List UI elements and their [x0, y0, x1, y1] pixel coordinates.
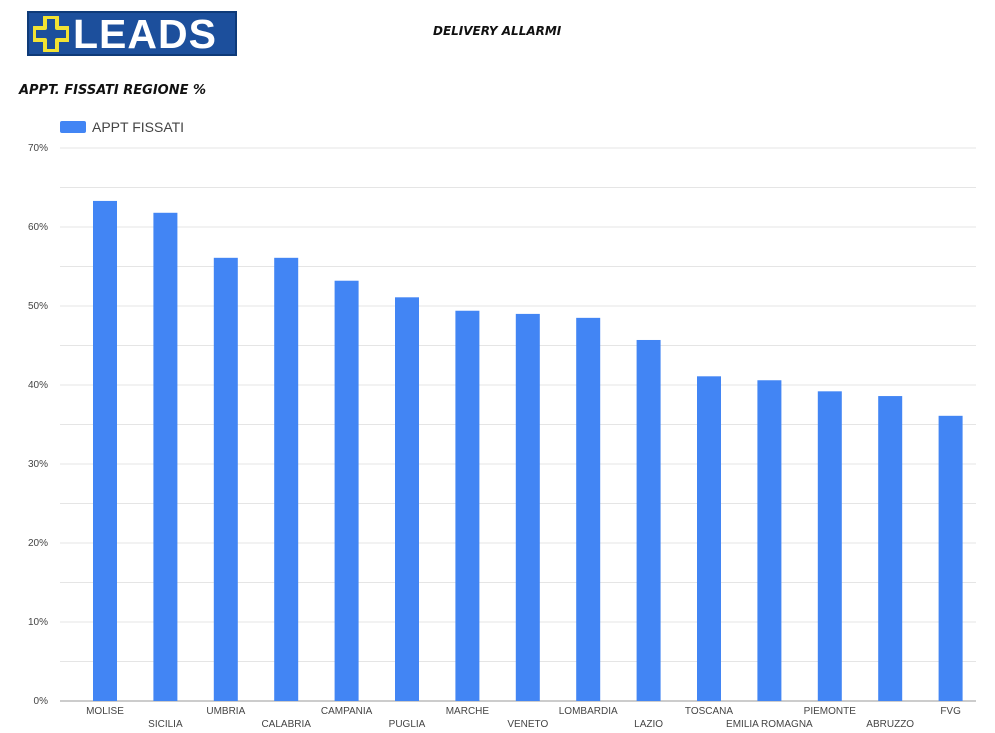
y-tick-label: 30% — [28, 459, 48, 470]
legend-label: APPT FISSATI — [92, 119, 185, 135]
y-tick-label: 40% — [28, 380, 48, 391]
chart-legend: APPT FISSATI — [60, 119, 184, 135]
x-tick-label: MARCHE — [446, 706, 490, 717]
x-tick-label: PUGLIA — [389, 719, 426, 730]
y-tick-label: 10% — [28, 617, 48, 628]
x-tick-label: PIEMONTE — [804, 706, 857, 717]
chart-title: APPT. FISSATI REGIONE % — [19, 83, 207, 98]
page-title: DELIVERY ALLARMI — [433, 24, 562, 38]
bar — [697, 376, 721, 701]
x-tick-label: LOMBARDIA — [559, 706, 618, 717]
bar — [334, 280, 359, 701]
bar — [274, 257, 299, 701]
x-tick-label: CAMPANIA — [321, 706, 373, 717]
bar — [636, 339, 661, 701]
x-tick-label: EMILIA ROMAGNA — [726, 719, 813, 730]
bar — [93, 200, 117, 701]
bar — [757, 380, 782, 701]
x-tick-label: SICILIA — [148, 719, 183, 730]
x-tick-label: UMBRIA — [206, 706, 245, 717]
y-tick-label: 0% — [34, 696, 49, 707]
logo-text: LEADS — [73, 11, 217, 57]
bar — [878, 396, 903, 701]
x-tick-label: LAZIO — [634, 719, 663, 730]
bar — [213, 257, 238, 701]
x-tick-label: TOSCANA — [685, 706, 733, 717]
y-tick-label: 50% — [28, 301, 48, 312]
leads-logo: LEADS — [27, 11, 237, 56]
bar — [515, 313, 540, 701]
bar — [455, 310, 480, 701]
bar — [576, 317, 601, 701]
y-tick-label: 20% — [28, 538, 48, 549]
y-tick-label: 60% — [28, 222, 48, 233]
x-tick-label: VENETO — [507, 719, 548, 730]
x-tick-label: CALABRIA — [261, 719, 311, 730]
x-tick-label: ABRUZZO — [866, 719, 914, 730]
x-tick-label: FVG — [940, 706, 961, 717]
bar — [153, 212, 178, 701]
bar — [395, 297, 419, 701]
y-tick-label: 70% — [28, 143, 48, 154]
bar — [817, 391, 842, 701]
legend-swatch — [60, 121, 86, 133]
plus-cross-icon — [33, 16, 69, 52]
x-tick-label: MOLISE — [86, 706, 124, 717]
bar — [938, 415, 963, 701]
